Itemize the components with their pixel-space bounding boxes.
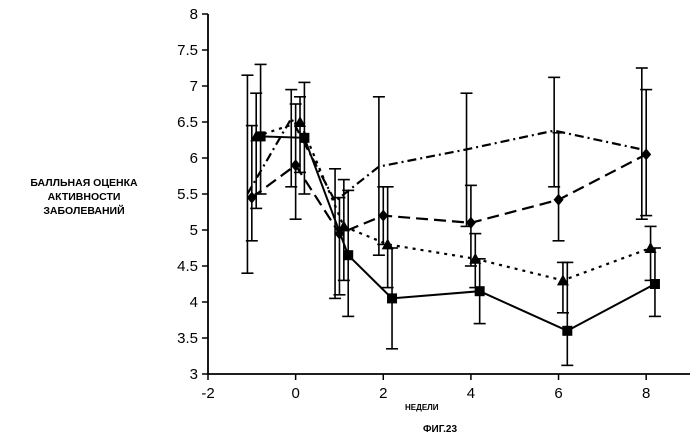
axes (202, 13, 690, 380)
series-line (260, 135, 656, 332)
y-axis-label: БАЛЛЬНАЯ ОЦЕНКА АКТИВНОСТИ ЗАБОЛЕВАНИЙ (4, 176, 164, 218)
x-tick-label: -2 (201, 385, 214, 402)
data-point-diamond (553, 193, 564, 206)
y-tick-label: 5 (190, 222, 198, 239)
series-line (255, 120, 651, 282)
plot-area (241, 63, 661, 367)
series-line (246, 116, 643, 203)
y-tick-label: 3.5 (177, 330, 198, 347)
x-tick-label: 4 (467, 385, 475, 402)
data-point-triangle (644, 242, 657, 253)
data-point-triangle (250, 130, 263, 142)
data-point-triangle (469, 252, 482, 264)
data-point-diamond (246, 191, 257, 204)
data-point-triangle (556, 274, 569, 286)
series-line (251, 153, 647, 235)
data-point-triangle (337, 220, 350, 232)
data-point-square (562, 325, 573, 336)
x-tick-label: 8 (642, 385, 650, 402)
data-point-square (299, 132, 310, 143)
figure-caption: ФИГ.23 (423, 424, 458, 435)
x-tick-label: 0 (291, 385, 299, 402)
data-point-triangle (294, 116, 307, 127)
y-tick-label: 8 (190, 6, 198, 23)
data-point-square (387, 293, 398, 304)
y-tick-label: 6 (190, 150, 198, 167)
data-point-square (255, 131, 266, 142)
series-triangle-dotted (250, 92, 657, 314)
y-tick-label: 4 (190, 294, 198, 311)
x-tick-label: 2 (379, 385, 387, 402)
y-tick-label: 7 (190, 78, 198, 95)
y-axis-label-line-3: ЗАБОЛЕВАНИЙ (43, 205, 125, 217)
y-axis-label-line-2: АКТИВНОСТИ (47, 191, 121, 203)
data-point-diamond (641, 148, 652, 161)
x-axis-label: НЕДЕЛИ (405, 403, 439, 412)
y-tick-label: 4.5 (177, 258, 198, 275)
y-tick-label: 6.5 (177, 114, 198, 131)
series-none-dash-dot (241, 67, 648, 300)
data-point-diamond (334, 227, 345, 240)
data-point-diamond (290, 159, 301, 172)
series-square-solid (254, 63, 661, 367)
y-tick-label: 7.5 (177, 42, 198, 59)
data-point-diamond (378, 209, 389, 222)
data-point-square (343, 250, 354, 261)
y-tick-label: 5.5 (177, 186, 198, 203)
y-tick-label: 3 (190, 366, 198, 383)
tick-labels: 3 3.5 4 4.5 5 5.5 6 6.5 7 7.5 8 -2 0 2 4 6 8 (177, 6, 650, 402)
data-point-square (474, 286, 485, 297)
data-point-square (649, 279, 660, 289)
y-axis-label-line-1: БАЛЛЬНАЯ ОЦЕНКА (30, 177, 138, 189)
series-diamond-dash (245, 88, 653, 296)
x-tick-label: 6 (554, 385, 562, 402)
